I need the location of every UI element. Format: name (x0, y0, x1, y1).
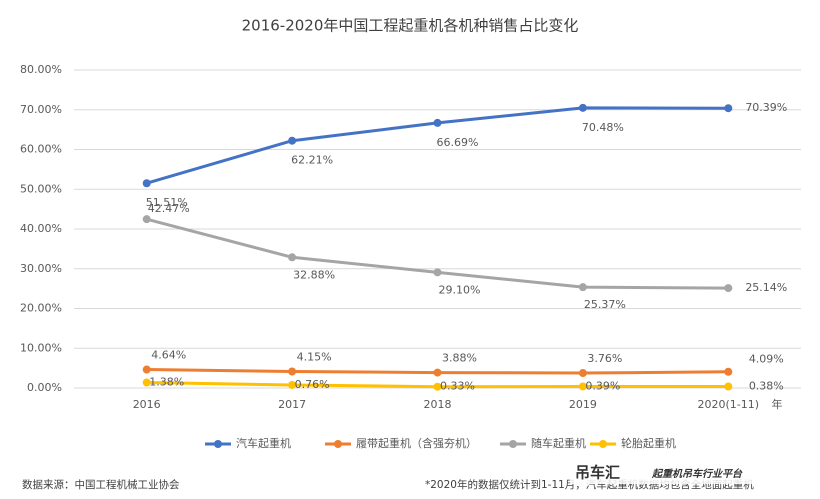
x-tick-label: 2020(1-11) (698, 398, 760, 411)
y-tick-label: 80.00% (20, 63, 62, 76)
marker (433, 118, 442, 127)
x-tick-label: 2019 (569, 398, 597, 411)
marker (578, 103, 587, 112)
marker (433, 268, 442, 277)
data-label: 4.15% (297, 351, 332, 364)
marker (578, 369, 587, 378)
x-axis-label: 年 (772, 397, 783, 411)
marker (142, 365, 151, 374)
marker (578, 382, 587, 391)
slogan: 起重机吊车行业平台 (651, 468, 743, 480)
chart-title: 2016-2020年中国工程起重机各机种销售占比变化 (242, 17, 579, 35)
logo: 吊车汇 (575, 464, 620, 482)
marker (288, 136, 297, 145)
data-label: 25.14% (745, 281, 787, 294)
marker (433, 368, 442, 377)
data-label: 32.88% (293, 268, 335, 281)
data-label: 3.76% (587, 352, 622, 365)
marker (578, 283, 587, 292)
legend-marker (214, 440, 222, 448)
legend-label: 履带起重机（含强夯机） (356, 436, 477, 450)
data-label: 51.51% (146, 196, 188, 209)
data-label: 0.38% (749, 379, 784, 392)
y-tick-label: 0.00% (27, 381, 62, 394)
y-tick-label: 20.00% (20, 302, 62, 315)
x-tick-label: 2018 (424, 398, 452, 411)
marker (724, 367, 733, 376)
data-label: 3.88% (442, 352, 477, 365)
data-label: 0.33% (440, 380, 475, 393)
legend-marker (599, 440, 607, 448)
marker (142, 179, 151, 188)
data-label: 70.39% (745, 101, 787, 114)
data-label: 4.64% (151, 349, 186, 362)
marker (724, 104, 733, 113)
data-label: 66.69% (437, 136, 479, 149)
marker (433, 382, 442, 391)
marker (724, 382, 733, 391)
x-tick-label: 2017 (278, 398, 306, 411)
legend-label: 汽车起重机 (236, 436, 291, 450)
data-label: 4.09% (749, 353, 784, 366)
legend-label: 随车起重机 (531, 436, 586, 450)
data-label: 29.10% (439, 283, 481, 296)
y-tick-label: 30.00% (20, 262, 62, 275)
marker (142, 215, 151, 224)
y-tick-label: 70.00% (20, 103, 62, 116)
y-tick-label: 60.00% (20, 143, 62, 156)
data-label: 1.38% (149, 376, 184, 389)
marker (288, 367, 297, 376)
data-label: 0.39% (585, 379, 620, 392)
marker (288, 380, 297, 389)
data-label: 0.76% (295, 378, 330, 391)
marker (724, 284, 733, 293)
marker (142, 378, 151, 387)
legend-marker (509, 440, 517, 448)
y-tick-label: 50.00% (20, 182, 62, 195)
legend-label: 轮胎起重机 (621, 436, 676, 450)
y-tick-label: 10.00% (20, 341, 62, 354)
data-label: 25.37% (584, 298, 626, 311)
data-label: 62.21% (291, 154, 333, 167)
series-line (146, 217, 729, 290)
source: 数据来源：中国工程机械工业协会 (22, 478, 180, 491)
logo-bg (570, 462, 815, 484)
legend-marker (334, 440, 342, 448)
x-tick-label: 2016 (133, 398, 161, 411)
y-tick-label: 40.00% (20, 222, 62, 235)
data-label: 70.48% (582, 121, 624, 134)
marker (288, 253, 297, 262)
data-label: 42.47% (148, 202, 190, 215)
